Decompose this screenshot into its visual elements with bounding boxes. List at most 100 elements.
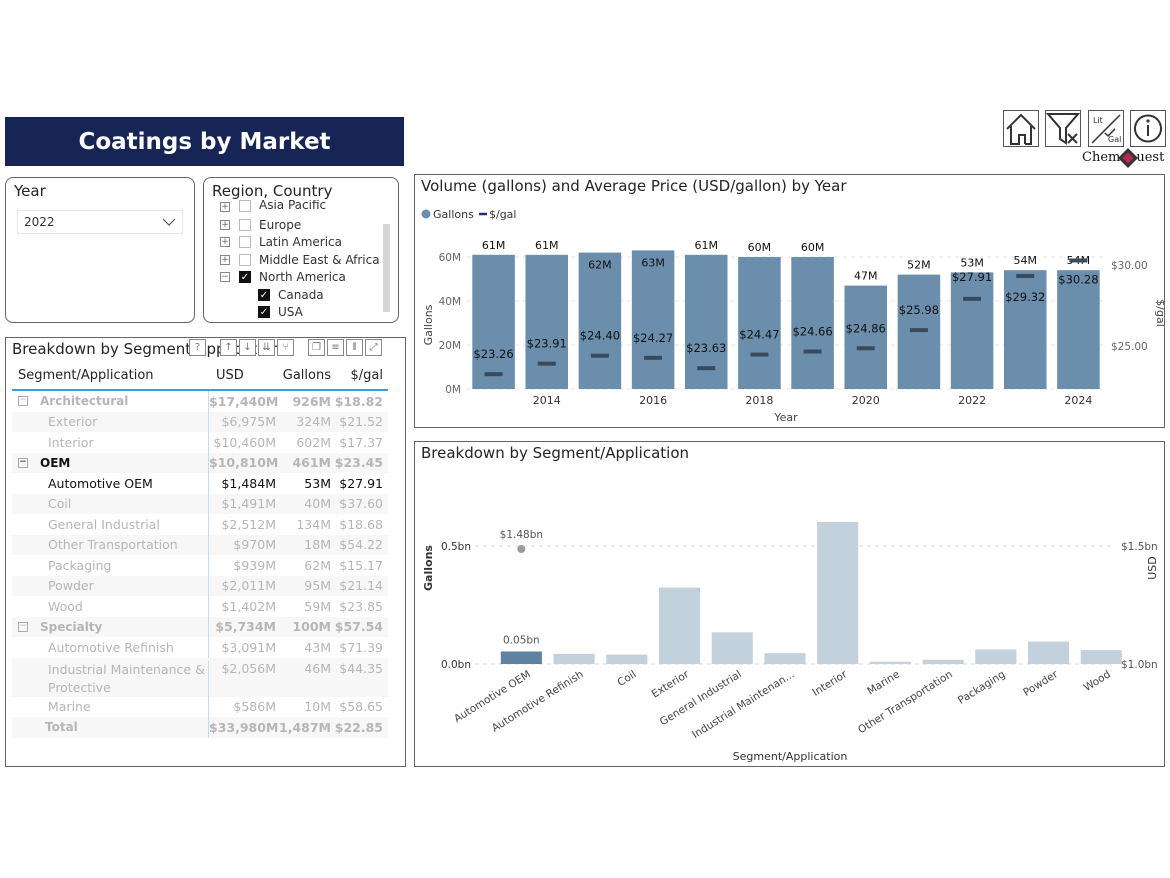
checkbox[interactable] xyxy=(239,200,251,212)
checkbox[interactable] xyxy=(239,219,251,231)
info-button[interactable] xyxy=(1130,110,1166,147)
column-header-gallons[interactable]: Gallons xyxy=(282,368,331,383)
region-item-europe[interactable]: + Europe xyxy=(220,217,301,233)
matrix-row[interactable]: Marine $586M 10M $58.65 xyxy=(12,696,388,717)
matrix-row[interactable]: Automotive OEM $1,484M 53M $27.91 xyxy=(12,473,388,494)
expand-icon[interactable]: + xyxy=(220,255,230,265)
home-button[interactable] xyxy=(1003,110,1039,147)
expand-icon[interactable]: + xyxy=(220,202,230,212)
matrix-row[interactable]: Interior $10,460M 602M $17.37 xyxy=(12,432,388,453)
matrix-row[interactable]: Coil $1,491M 40M $37.60 xyxy=(12,493,388,514)
bar-gallons[interactable] xyxy=(1057,270,1100,389)
bar-gallons[interactable] xyxy=(578,252,622,389)
price-marker[interactable] xyxy=(1016,274,1035,279)
matrix-row[interactable]: Wood $1,402M 59M $23.85 xyxy=(12,596,388,617)
price-marker[interactable] xyxy=(803,349,822,354)
price-marker[interactable] xyxy=(697,366,716,371)
matrix-group-row[interactable]: − Specialty $5,734M 100M $57.54 xyxy=(12,616,388,637)
year-slicer: Year 2022 xyxy=(5,177,195,323)
bar-gallons[interactable] xyxy=(975,649,1017,664)
checkbox-checked[interactable]: ✓ xyxy=(258,306,270,318)
matrix-row[interactable]: General Industrial $2,512M 134M $18.68 xyxy=(12,514,388,535)
bar-gallons[interactable] xyxy=(844,285,888,389)
matrix-row[interactable]: Exterior $6,975M 324M $21.52 xyxy=(12,411,388,432)
matrix-total-row[interactable]: Total $33,980M 1,487M $22.85 xyxy=(12,717,388,738)
cell-segment: − Architectural xyxy=(12,391,209,412)
bar-gallons[interactable] xyxy=(764,653,806,664)
units-toggle-button[interactable]: Lit Gal xyxy=(1088,110,1124,147)
price-marker[interactable] xyxy=(856,346,875,351)
checkbox-checked[interactable]: ✓ xyxy=(258,289,270,301)
analytics-icon[interactable]: ⫴ xyxy=(346,339,363,356)
bar-gallons[interactable] xyxy=(1080,650,1122,664)
focus-mode-icon[interactable]: ⤢ xyxy=(365,339,382,356)
country-label: USA xyxy=(278,305,303,319)
bar-gallons[interactable] xyxy=(1027,641,1070,664)
matrix-group-row[interactable]: − OEM $10,810M 461M $23.45 xyxy=(12,452,388,473)
usd-point[interactable] xyxy=(517,545,526,553)
collapse-icon[interactable]: − xyxy=(18,395,28,407)
drill-down-icon[interactable]: ↓ xyxy=(239,339,256,356)
price-marker[interactable] xyxy=(644,355,663,360)
expand-icon[interactable]: + xyxy=(220,220,230,230)
help-icon[interactable]: ? xyxy=(189,339,206,356)
expand-all-icon[interactable]: ⇊ xyxy=(258,339,275,356)
price-marker[interactable] xyxy=(537,361,556,366)
copy-icon[interactable]: ❐ xyxy=(308,339,325,356)
region-item-asia-pacific[interactable]: + Asia Pacific xyxy=(220,200,326,212)
bar-gallons[interactable] xyxy=(922,659,964,664)
expand-icon[interactable]: + xyxy=(220,237,230,247)
matrix-row[interactable]: Automotive Refinish $3,091M 43M $71.39 xyxy=(12,637,388,658)
checkbox[interactable] xyxy=(239,236,251,248)
bar-gallons[interactable] xyxy=(631,250,675,389)
checkbox-checked[interactable]: ✓ xyxy=(239,271,251,283)
year-dropdown[interactable]: 2022 xyxy=(17,210,183,234)
country-item-usa[interactable]: ✓ USA xyxy=(258,304,303,320)
region-item-middle-east-africa[interactable]: + Middle East & Africa xyxy=(220,252,380,268)
price-marker[interactable] xyxy=(750,352,769,357)
matrix-row[interactable]: Packaging $939M 62M $15.17 xyxy=(12,555,388,576)
bar-gallons[interactable] xyxy=(791,257,834,389)
bar-gallons[interactable] xyxy=(711,632,753,664)
bar-gallons[interactable] xyxy=(1003,270,1047,389)
column-header-price[interactable]: $/gal xyxy=(350,368,383,383)
column-header-segment[interactable]: Segment/Application xyxy=(18,368,154,383)
expand-hierarchy-icon[interactable]: ⑂ xyxy=(277,339,294,356)
cell-gallons: 10M xyxy=(304,699,331,715)
region-item-north-america[interactable]: − ✓ North America xyxy=(220,269,346,285)
bar-gallons[interactable] xyxy=(606,654,648,664)
price-marker[interactable] xyxy=(1069,258,1088,263)
bar-gallons[interactable] xyxy=(950,272,994,389)
matrix-row[interactable]: Powder $2,011M 95M $21.14 xyxy=(12,575,388,596)
price-marker[interactable] xyxy=(484,372,503,377)
clear-filters-button[interactable] xyxy=(1045,110,1081,147)
collapse-icon[interactable]: − xyxy=(18,620,28,632)
bar-gallons[interactable] xyxy=(738,257,781,389)
country-item-canada[interactable]: ✓ Canada xyxy=(258,287,324,303)
bar-gallons[interactable] xyxy=(472,254,515,389)
y-tick-label: 0M xyxy=(445,384,461,396)
collapse-icon[interactable]: − xyxy=(18,456,28,468)
filter-icon[interactable]: ≡ xyxy=(327,339,344,356)
segment-breakdown-chart-svg: Gallons USD Segment/Application 0.0bn $1.… xyxy=(422,521,1159,763)
matrix-row[interactable]: Other Transportation $970M 18M $54.22 xyxy=(12,534,388,555)
bar-gallons[interactable] xyxy=(500,651,542,664)
bar-gallons[interactable] xyxy=(658,587,701,664)
matrix-row[interactable]: Industrial Maintenance & Protective $2,05… xyxy=(12,657,388,697)
bar-gallons[interactable] xyxy=(869,661,911,664)
matrix-group-row[interactable]: − Architectural $17,440M 926M $18.82 xyxy=(12,391,388,412)
bar-gallons[interactable] xyxy=(817,521,859,664)
bar-gallons[interactable] xyxy=(525,254,569,389)
scrollbar[interactable] xyxy=(383,224,390,312)
checkbox[interactable] xyxy=(239,254,251,266)
segment-label: Specialty xyxy=(40,619,103,634)
drill-up-icon[interactable]: ↑ xyxy=(220,339,237,356)
bar-gallons[interactable] xyxy=(553,653,595,664)
collapse-icon[interactable]: − xyxy=(220,272,230,282)
region-item-latin-america[interactable]: + Latin America xyxy=(220,234,342,250)
cell-segment: − OEM xyxy=(12,452,209,473)
price-marker[interactable] xyxy=(909,328,928,333)
price-marker[interactable] xyxy=(590,353,609,358)
column-header-usd[interactable]: USD xyxy=(216,368,244,383)
price-marker[interactable] xyxy=(963,296,982,301)
